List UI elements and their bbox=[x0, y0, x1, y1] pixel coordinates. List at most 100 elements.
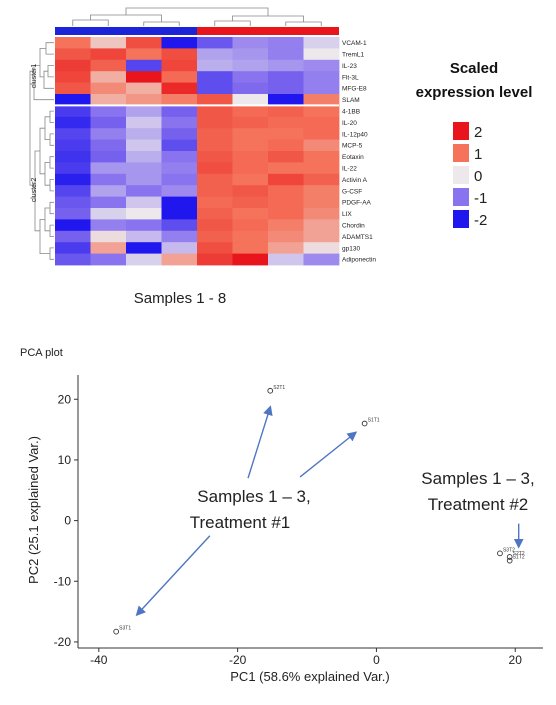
heatmap-cell bbox=[268, 128, 304, 140]
dendrogram-branch bbox=[49, 224, 54, 237]
heatmap-cells bbox=[55, 37, 340, 266]
heatmap-cell bbox=[126, 162, 162, 175]
heatmap-cell bbox=[90, 208, 127, 220]
heatmap-cell bbox=[55, 173, 91, 186]
heatmap-cell bbox=[55, 253, 91, 266]
heatmap-cell bbox=[126, 71, 162, 83]
heatmap-cell bbox=[126, 94, 162, 106]
heatmap-cell bbox=[197, 116, 233, 129]
heatmap-cell bbox=[268, 151, 304, 163]
dendrogram-branch bbox=[125, 7, 269, 16]
annotation-treatment-1-line1: Samples 1 – 3, bbox=[197, 487, 310, 506]
heatmap-cell bbox=[90, 59, 127, 72]
dendrogram-branch bbox=[49, 247, 54, 260]
heatmap-cell bbox=[126, 242, 162, 254]
heatmap-row-label: Chordin bbox=[342, 223, 365, 230]
heatmap-cell bbox=[232, 71, 269, 83]
heatmap-cell bbox=[303, 219, 340, 232]
heatmap-cell bbox=[126, 37, 162, 49]
legend-items: 2 1 0 -1 -2 bbox=[453, 122, 487, 229]
heatmap-cell bbox=[161, 94, 198, 106]
heatmap-row-label: gp130 bbox=[342, 245, 360, 252]
annotation-treatment-2-line1: Samples 1 – 3, bbox=[421, 469, 534, 488]
pca-point-label: S3T1 bbox=[119, 626, 131, 632]
dendrogram-branch bbox=[34, 150, 40, 232]
pca-tick-labels: -40 -20 0 20 -20 -10 0 10 20 bbox=[54, 392, 523, 667]
heatmap-cell bbox=[197, 162, 233, 175]
heatmap-row-label: IL-22 bbox=[342, 166, 357, 173]
dendrogram-branch bbox=[29, 70, 35, 186]
legend-tick-label: 0 bbox=[474, 168, 482, 185]
heatmap-cell bbox=[303, 173, 340, 186]
heatmap-cell bbox=[303, 105, 340, 118]
heatmap-cell bbox=[232, 59, 269, 72]
pca-point bbox=[361, 420, 368, 427]
pca-point bbox=[506, 557, 513, 564]
heatmap-cell bbox=[90, 37, 127, 49]
heatmap-cell bbox=[126, 128, 162, 140]
pca-annotation-arrow bbox=[299, 431, 358, 478]
heatmap-cell bbox=[161, 48, 198, 61]
heatmap-cell bbox=[55, 196, 91, 209]
heatmap-row-label: Activin A bbox=[342, 177, 368, 184]
heatmap-cell bbox=[90, 94, 127, 106]
heatmap-cell bbox=[161, 208, 198, 220]
heatmap-cell bbox=[197, 253, 233, 266]
heatmap-cell bbox=[232, 37, 269, 49]
heatmap-row-label: Flt-3L bbox=[342, 74, 359, 81]
heatmap-cell bbox=[55, 208, 91, 220]
legend-tick-label: 2 bbox=[474, 124, 482, 141]
dendrogram-branch bbox=[90, 14, 162, 22]
pca-y-tick-label: 0 bbox=[64, 514, 71, 528]
heatmap-cell bbox=[55, 242, 91, 254]
legend-tick-label: -1 bbox=[474, 190, 487, 207]
heatmap-cell bbox=[90, 71, 127, 83]
dendrogram-branch bbox=[49, 179, 54, 192]
dendrogram-branch bbox=[39, 48, 46, 78]
heatmap-cell bbox=[126, 230, 162, 243]
annotation-treatment-2-line2: Treatment #2 bbox=[428, 495, 528, 514]
heatmap-row-label: PDGF-AA bbox=[342, 200, 372, 207]
annotation-treatment-2: Samples 1 – 3, Treatment #2 bbox=[421, 469, 534, 514]
heatmap-cell bbox=[90, 48, 127, 61]
heatmap-cell bbox=[90, 185, 127, 197]
heatmap-cell bbox=[268, 82, 304, 95]
pca-point bbox=[113, 628, 120, 635]
pca-scatter-chart: PCA plot -40 -20 0 20 -20 -10 0 10 20 S2T1 S1T1 S3… bbox=[20, 347, 543, 684]
heatmap-cell bbox=[126, 105, 162, 118]
heatmap-cell bbox=[303, 242, 340, 254]
heatmap-cell bbox=[55, 37, 91, 49]
column-dendrogram bbox=[72, 7, 322, 26]
pca-point bbox=[267, 387, 274, 394]
heatmap-cell bbox=[232, 242, 269, 254]
heatmap-cell bbox=[161, 162, 198, 175]
heatmap-row-label: G-CSF bbox=[342, 188, 362, 195]
heatmap-cell bbox=[126, 208, 162, 220]
heatmap-cell bbox=[126, 185, 162, 197]
dendrogram-branch bbox=[44, 161, 50, 186]
heatmap-cell bbox=[55, 185, 91, 197]
heatmap-row-label: TremL1 bbox=[342, 52, 365, 59]
heatmap-cell bbox=[268, 208, 304, 220]
heatmap-cell bbox=[268, 105, 304, 118]
pca-y-tick-label: -20 bbox=[54, 635, 72, 649]
legend-swatch bbox=[453, 188, 469, 206]
heatmap-cell bbox=[303, 94, 340, 106]
heatmap-row-label: SLAM bbox=[342, 97, 360, 104]
heatmap-cell bbox=[161, 196, 198, 209]
heatmap-cell bbox=[161, 151, 198, 163]
heatmap-cell bbox=[197, 48, 233, 61]
heatmap-cell bbox=[232, 208, 269, 220]
dendrogram-branch bbox=[72, 19, 109, 26]
legend-swatch bbox=[453, 144, 469, 162]
column-group-bar-1 bbox=[55, 27, 197, 35]
pca-y-tick-label: -10 bbox=[54, 574, 72, 588]
heatmap-cell bbox=[197, 196, 233, 209]
heatmap-cell bbox=[303, 253, 340, 266]
legend-title-line2: expression level bbox=[416, 84, 533, 101]
heatmap-cell bbox=[303, 116, 340, 129]
row-dendrogram bbox=[29, 42, 54, 260]
heatmap-cell bbox=[197, 94, 233, 106]
heatmap-cell bbox=[303, 82, 340, 95]
heatmap-row-label: IL-20 bbox=[342, 120, 357, 127]
